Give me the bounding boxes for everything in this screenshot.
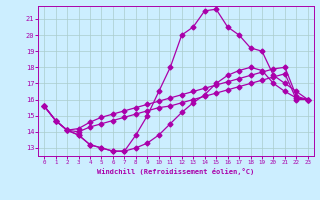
- X-axis label: Windchill (Refroidissement éolien,°C): Windchill (Refroidissement éolien,°C): [97, 168, 255, 175]
